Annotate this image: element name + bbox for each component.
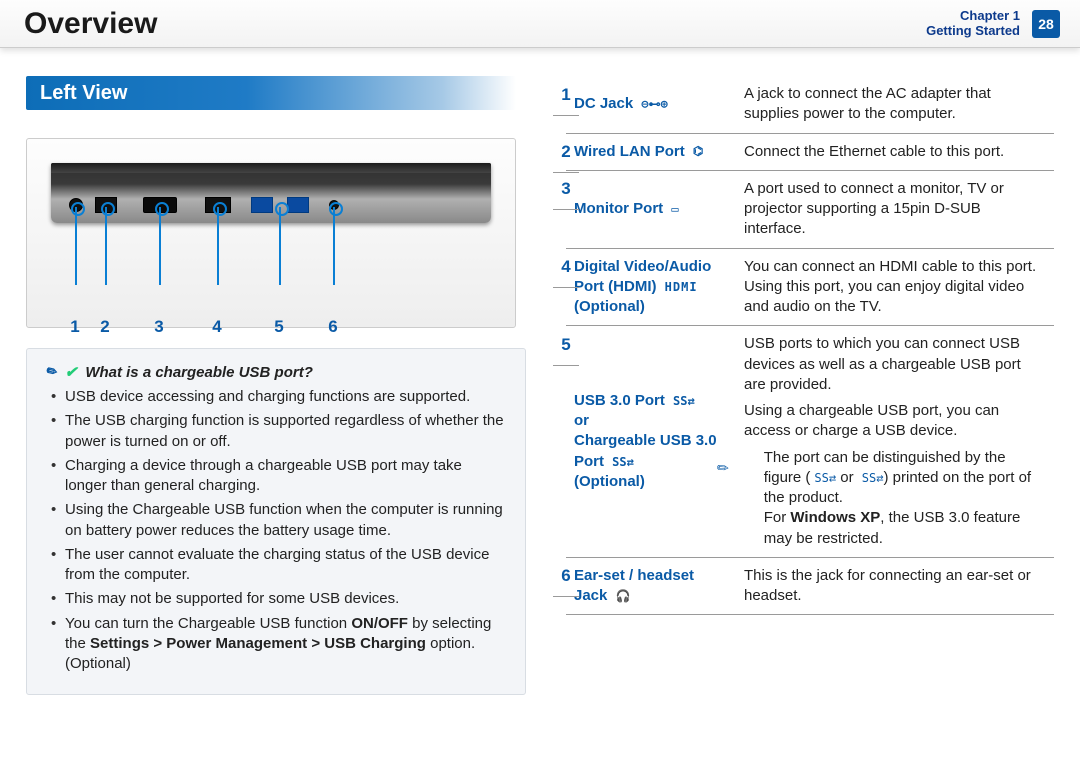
row-desc: You can connect an HDMI cable to this po… bbox=[736, 248, 1054, 326]
infobox-item: You can turn the Chargeable USB function… bbox=[47, 614, 507, 675]
callout-line-1 bbox=[75, 207, 77, 285]
table-row: 6 Ear-set / headset Jack 🎧 This is the j… bbox=[566, 557, 1054, 615]
callout-number: 3 bbox=[154, 317, 163, 337]
infobox-item: This may not be supported for some USB d… bbox=[47, 589, 507, 609]
usb-ss-charge-icon: SS⇄ bbox=[612, 454, 634, 470]
infobox-item: USB device accessing and charging functi… bbox=[47, 387, 507, 407]
callout-line-4 bbox=[217, 207, 219, 285]
row-number: 5 bbox=[553, 326, 579, 366]
row-name: Wired LAN Port ⌬ bbox=[566, 133, 736, 170]
callout-line-3 bbox=[159, 207, 161, 285]
page-header: Overview Chapter 1 Getting Started 28 bbox=[0, 0, 1080, 48]
row-number: 4 bbox=[553, 248, 579, 288]
hdmi-icon: HDMI bbox=[665, 279, 698, 295]
table-row: 5 USB 3.0 Port SS⇄ or Chargeable USB 3.0… bbox=[566, 326, 1054, 558]
chapter-label: Chapter 1 Getting Started bbox=[926, 9, 1020, 39]
infobox-caption: What is a chargeable USB port? bbox=[85, 364, 313, 381]
left-view-figure: 1 2 3 4 5 6 bbox=[26, 138, 516, 328]
port-usb-2 bbox=[287, 197, 309, 213]
table-row: 3 Monitor Port ▭ A port used to connect … bbox=[566, 170, 1054, 248]
row-desc: A port used to connect a monitor, TV or … bbox=[736, 170, 1054, 248]
chapter-line2: Getting Started bbox=[926, 24, 1020, 39]
ports-table: 1 DC Jack ⊖⊷⊕ A jack to connect the AC a… bbox=[566, 76, 1054, 615]
callout-number: 6 bbox=[328, 317, 337, 337]
row-name: Digital Video/Audio Port (HDMI) HDMI (Op… bbox=[566, 248, 736, 326]
callout-number: 2 bbox=[100, 317, 109, 337]
row-number: 3 bbox=[553, 170, 579, 210]
table-row: 4 Digital Video/Audio Port (HDMI) HDMI (… bbox=[566, 248, 1054, 326]
row-desc: This is the jack for connecting an ear-s… bbox=[736, 557, 1054, 615]
table-row: 2 Wired LAN Port ⌬ Connect the Ethernet … bbox=[566, 133, 1054, 170]
infobox-item: The user cannot evaluate the charging st… bbox=[47, 545, 507, 586]
dc-jack-icon: ⊖⊷⊕ bbox=[641, 96, 667, 112]
callout-line-6 bbox=[333, 207, 335, 285]
usb-ss-charge-icon: SS⇄ bbox=[862, 470, 884, 486]
row-desc: Connect the Ethernet cable to this port. bbox=[736, 133, 1054, 170]
row-number: 2 bbox=[553, 133, 579, 173]
row-name: DC Jack ⊖⊷⊕ bbox=[566, 76, 736, 133]
check-icon: ✔ bbox=[65, 363, 78, 381]
page-title: Overview bbox=[24, 7, 157, 41]
monitor-icon: ▭ bbox=[671, 201, 678, 217]
infobox-item: The USB charging function is supported r… bbox=[47, 411, 507, 452]
infobox-item: Charging a device through a chargeable U… bbox=[47, 456, 507, 497]
row-number: 6 bbox=[553, 557, 579, 597]
table-row: 1 DC Jack ⊖⊷⊕ A jack to connect the AC a… bbox=[566, 76, 1054, 133]
lan-icon: ⌬ bbox=[693, 143, 703, 159]
port-usb-1 bbox=[251, 197, 273, 213]
row-name: Ear-set / headset Jack 🎧 bbox=[566, 557, 736, 615]
page-number-badge: 28 bbox=[1032, 10, 1060, 38]
row-desc: USB ports to which you can connect USB d… bbox=[736, 326, 1054, 558]
infobox-item: Using the Chargeable USB function when t… bbox=[47, 500, 507, 541]
callout-number: 1 bbox=[70, 317, 79, 337]
usb-ss-icon: SS⇄ bbox=[673, 393, 695, 409]
row-name: Monitor Port ▭ bbox=[566, 170, 736, 248]
laptop-side-illustration bbox=[51, 163, 491, 223]
row-number: 1 bbox=[553, 76, 579, 116]
usb-ss-icon: SS⇄ bbox=[814, 470, 836, 486]
chapter-line1: Chapter 1 bbox=[926, 9, 1020, 24]
row-name: USB 3.0 Port SS⇄ or Chargeable USB 3.0 P… bbox=[566, 326, 736, 558]
callout-line-5 bbox=[279, 207, 281, 285]
headphone-icon: 🎧 bbox=[616, 588, 631, 604]
note-icon: ✎ bbox=[42, 363, 60, 381]
row-desc: A jack to connect the AC adapter that su… bbox=[736, 76, 1054, 133]
callout-number: 5 bbox=[274, 317, 283, 337]
chargeable-usb-infobox: ✎ ✔ What is a chargeable USB port? USB d… bbox=[26, 348, 526, 695]
callout-number: 4 bbox=[212, 317, 221, 337]
section-title: Left View bbox=[26, 76, 516, 110]
callout-line-2 bbox=[105, 207, 107, 285]
